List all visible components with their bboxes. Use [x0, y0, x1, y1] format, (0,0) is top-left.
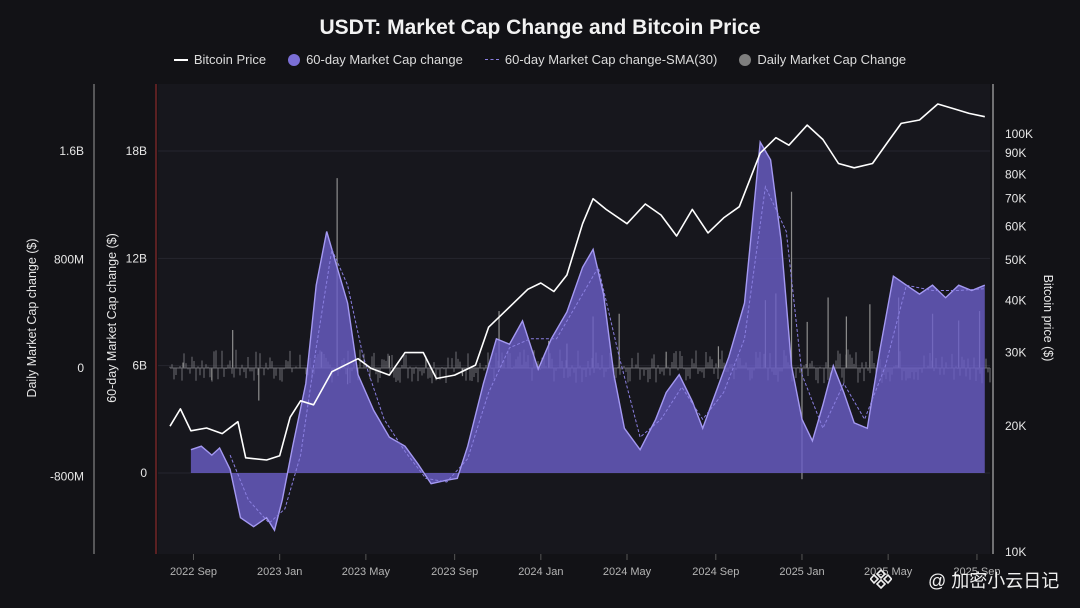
x-tick-label: 2024 May [603, 566, 652, 578]
x-tick-label: 2025 Sep [953, 566, 1000, 578]
left-axis-1-tick: 1.6B [59, 144, 84, 158]
x-tick-label: 2023 Sep [431, 566, 478, 578]
legend-label: 60-day Market Cap change-SMA(30) [504, 52, 718, 67]
right-axis-tick: 40K [1005, 293, 1026, 307]
btc-path [169, 103, 985, 461]
right-axis-title: Bitcoin price ($) [1041, 275, 1055, 362]
sma-line [229, 185, 985, 524]
x-tick-label: 2024 Jan [518, 566, 563, 578]
btc-swatch [173, 58, 188, 61]
left-axis-2-tick: 0 [140, 466, 147, 480]
left-axis-1-tick: 800M [54, 253, 84, 267]
daily-swatch [739, 53, 752, 66]
mcap60-swatch [288, 53, 301, 66]
x-tick-label: 2024 Sep [692, 566, 739, 578]
left-axis-2-tick: 6B [132, 359, 147, 373]
left-axis-1-tick: 0 [77, 361, 84, 375]
right-axis-tick: 100K [1005, 127, 1033, 141]
right-axis-tick: 20K [1005, 419, 1026, 433]
legend-item-btc[interactable]: Bitcoin Price [173, 52, 267, 67]
legend-item-sma[interactable]: 60-day Market Cap change-SMA(30) [484, 52, 718, 67]
sma-swatch [484, 59, 499, 60]
btc-price-line [169, 103, 985, 461]
left-axis-1-tick: -800M [50, 470, 84, 484]
legend-label: Bitcoin Price [193, 52, 267, 67]
right-axis-tick: 10K [1005, 545, 1026, 559]
legend: Bitcoin Price 60-day Market Cap change 6… [0, 52, 1080, 67]
left-axis-2-tick: 18B [126, 144, 147, 158]
mcap60-line [190, 139, 986, 532]
sma-path [229, 185, 985, 524]
legend-label: 60-day Market Cap change [306, 52, 463, 67]
left-axis-2-tick: 12B [126, 251, 147, 265]
right-axis-tick: 60K [1005, 220, 1026, 234]
left-axis-2-title: 60-day Market Cap change ($) [105, 233, 119, 403]
mcap60-area [190, 139, 986, 532]
x-tick-label: 2025 May [864, 566, 913, 578]
right-axis-tick: 30K [1005, 346, 1026, 360]
x-tick-label: 2023 Jan [257, 566, 302, 578]
left-axis-1-title: Daily Market Cap change ($) [25, 238, 39, 397]
watermark: @ 加密小云日记 [928, 571, 1060, 591]
right-axis-tick: 80K [1005, 168, 1026, 182]
x-tick-label: 2022 Sep [170, 566, 217, 578]
x-tick-label: 2025 Jan [779, 566, 824, 578]
x-tick-label: 2023 May [342, 566, 391, 578]
legend-item-daily[interactable]: Daily Market Cap Change [739, 52, 906, 67]
legend-label: Daily Market Cap Change [757, 52, 907, 67]
mcap60-area-fill [190, 142, 985, 531]
right-axis-tick: 90K [1005, 146, 1026, 160]
right-axis-tick: 70K [1005, 192, 1026, 206]
chart-title: USDT: Market Cap Change and Bitcoin Pric… [319, 16, 761, 39]
axis-ticks: 18B 12B 6B 0 1.6B 800M 0 -800M 100K 90K 80K 70K 60K 5… [50, 127, 1033, 578]
right-axis-tick: 50K [1005, 253, 1026, 267]
legend-item-mcap60[interactable]: 60-day Market Cap change [288, 52, 463, 67]
binance-square-icon [870, 568, 892, 590]
